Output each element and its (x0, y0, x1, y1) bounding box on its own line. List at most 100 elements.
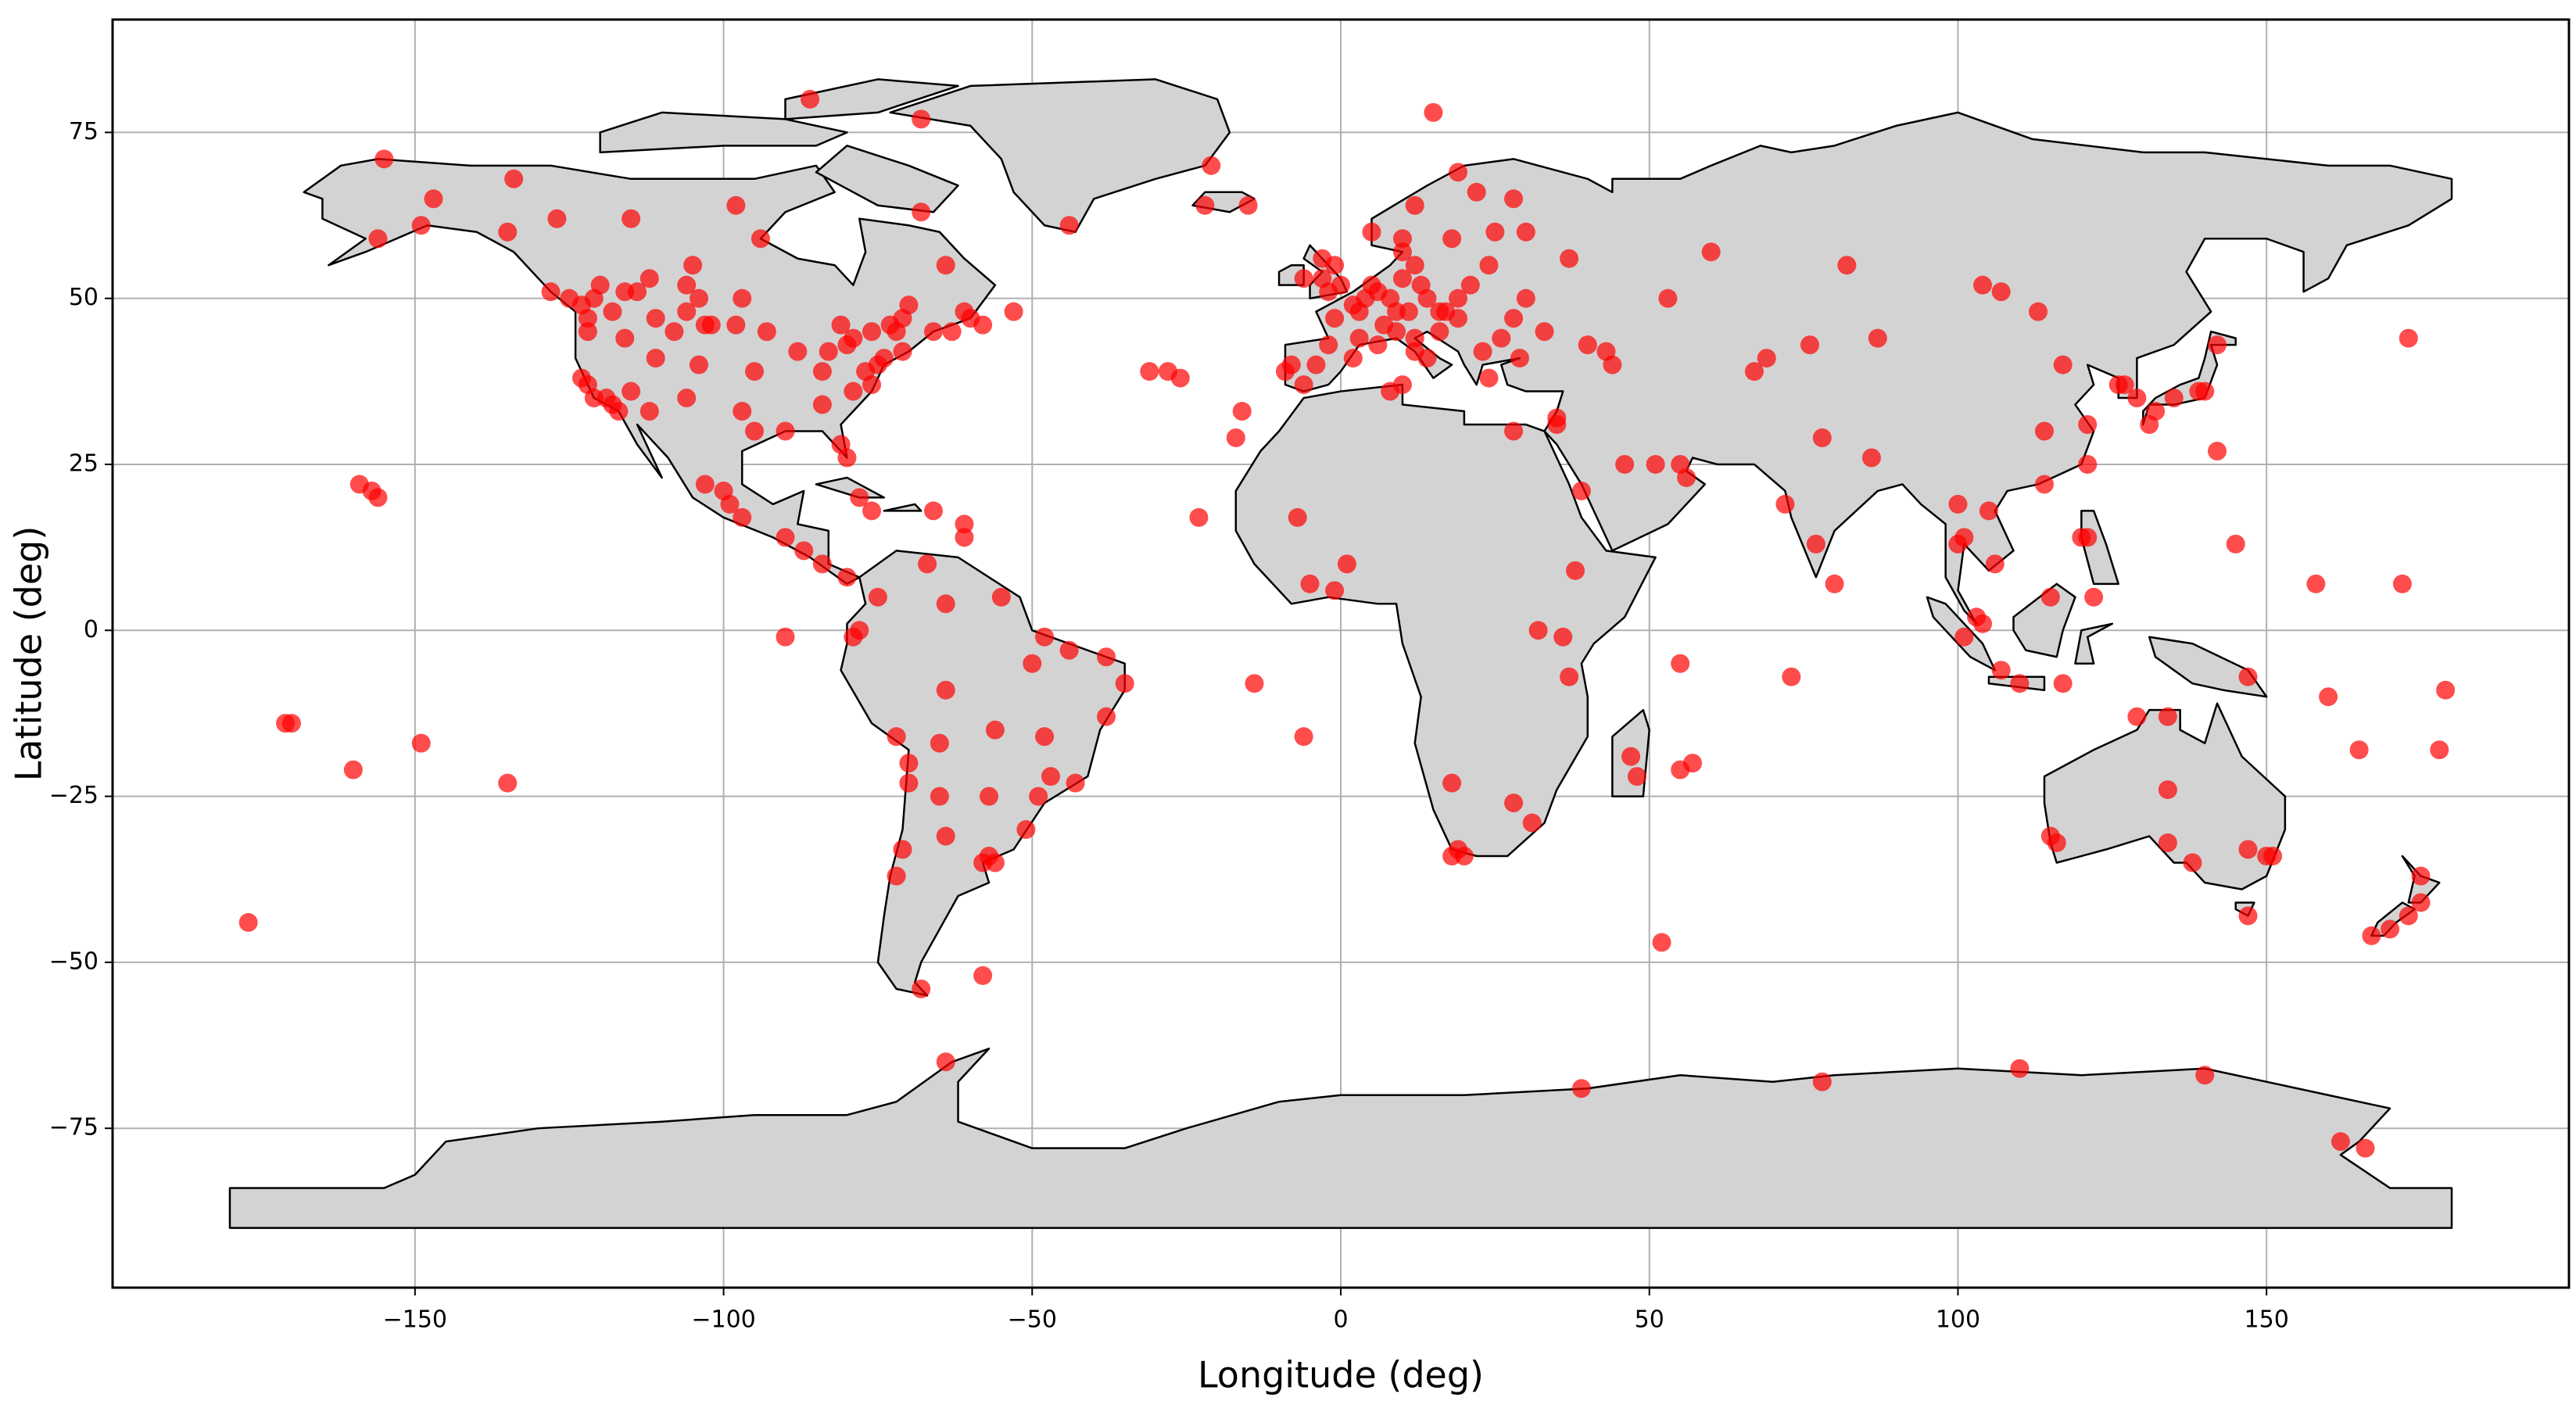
data-point (2238, 667, 2258, 686)
data-point (1029, 786, 1048, 806)
data-point (733, 507, 752, 527)
data-point (1097, 647, 1116, 667)
data-point (2208, 335, 2227, 355)
data-point (1812, 428, 1832, 448)
land (230, 79, 2452, 1227)
data-point (2158, 707, 2177, 726)
data-point (1800, 335, 1819, 355)
data-point (1325, 256, 1345, 275)
data-point (936, 826, 955, 846)
data-point (1442, 773, 1462, 793)
data-point (985, 720, 1005, 740)
data-point (2183, 853, 2202, 872)
data-point (1300, 574, 1320, 593)
data-point (2430, 740, 2449, 760)
data-point (1066, 773, 1085, 793)
data-point (2127, 707, 2147, 726)
data-point (1448, 288, 1467, 308)
data-point (745, 362, 765, 382)
data-point (1430, 302, 1449, 321)
data-point (1430, 322, 1449, 342)
data-point (1245, 674, 1264, 693)
x-tick-label: −100 (691, 1306, 755, 1334)
data-point (923, 322, 943, 342)
data-point (850, 488, 869, 507)
data-point (1362, 222, 1381, 242)
data-point (609, 402, 629, 421)
data-point (973, 315, 993, 335)
data-point (1325, 309, 1345, 328)
data-point (677, 389, 697, 408)
data-point (2226, 534, 2245, 554)
data-point (2319, 687, 2338, 707)
data-point (2127, 389, 2147, 408)
data-point (837, 568, 857, 587)
data-point (2195, 382, 2215, 401)
data-point (1232, 402, 1252, 421)
y-tick-label: 50 (69, 284, 99, 311)
data-point (955, 514, 974, 534)
data-point (1671, 760, 1690, 779)
data-point (1516, 288, 1535, 308)
data-point (980, 847, 999, 866)
data-point (2356, 1138, 2375, 1158)
data-point (745, 421, 765, 441)
x-tick-label: 150 (2245, 1306, 2289, 1334)
data-point (2331, 1132, 2350, 1152)
data-point (812, 362, 832, 382)
data-point (1825, 574, 1844, 593)
data-point (1677, 468, 1696, 487)
data-point (1973, 275, 1993, 295)
data-point (1306, 355, 1326, 374)
data-point (1701, 242, 1721, 262)
data-point (942, 322, 962, 342)
data-point (504, 169, 524, 188)
data-point (590, 275, 610, 295)
data-point (560, 288, 579, 308)
greenland (890, 79, 1230, 231)
data-point (695, 475, 715, 494)
data-point (578, 322, 597, 342)
data-point (1319, 335, 1338, 355)
data-point (1405, 195, 1424, 215)
x-tick-label: −150 (383, 1306, 447, 1334)
data-point (2208, 441, 2227, 460)
data-point (2392, 574, 2412, 593)
data-point (597, 389, 616, 408)
data-point (1035, 727, 1055, 747)
data-point (1504, 189, 1524, 209)
data-point (1979, 501, 1998, 521)
data-point (677, 275, 697, 295)
data-point (424, 189, 443, 209)
data-point (887, 322, 906, 342)
data-point (1603, 355, 1622, 374)
data-point (2034, 421, 2054, 441)
y-tick-label: −50 (49, 948, 99, 975)
data-point (2034, 475, 2054, 494)
data-point (1560, 249, 1579, 268)
data-point (2362, 926, 2381, 945)
data-point (1621, 747, 1641, 766)
data-point (615, 328, 635, 348)
data-point (2053, 674, 2073, 693)
data-point (646, 309, 665, 328)
y-tick-label: 25 (69, 450, 99, 477)
data-point (1460, 275, 1480, 295)
y-tick-label: −25 (49, 782, 99, 809)
data-point (1331, 275, 1350, 295)
data-point (868, 587, 887, 607)
data-point (1646, 454, 1665, 474)
data-point (819, 342, 838, 361)
data-point (955, 528, 974, 547)
data-point (812, 554, 832, 574)
data-point (1023, 654, 1042, 673)
data-point (794, 541, 814, 561)
data-point (2238, 906, 2258, 926)
data-point (1991, 661, 2011, 680)
data-point (2238, 840, 2258, 859)
data-point (973, 966, 993, 985)
data-point (2399, 906, 2418, 926)
data-point (2078, 415, 2098, 435)
data-point (1275, 362, 1295, 382)
